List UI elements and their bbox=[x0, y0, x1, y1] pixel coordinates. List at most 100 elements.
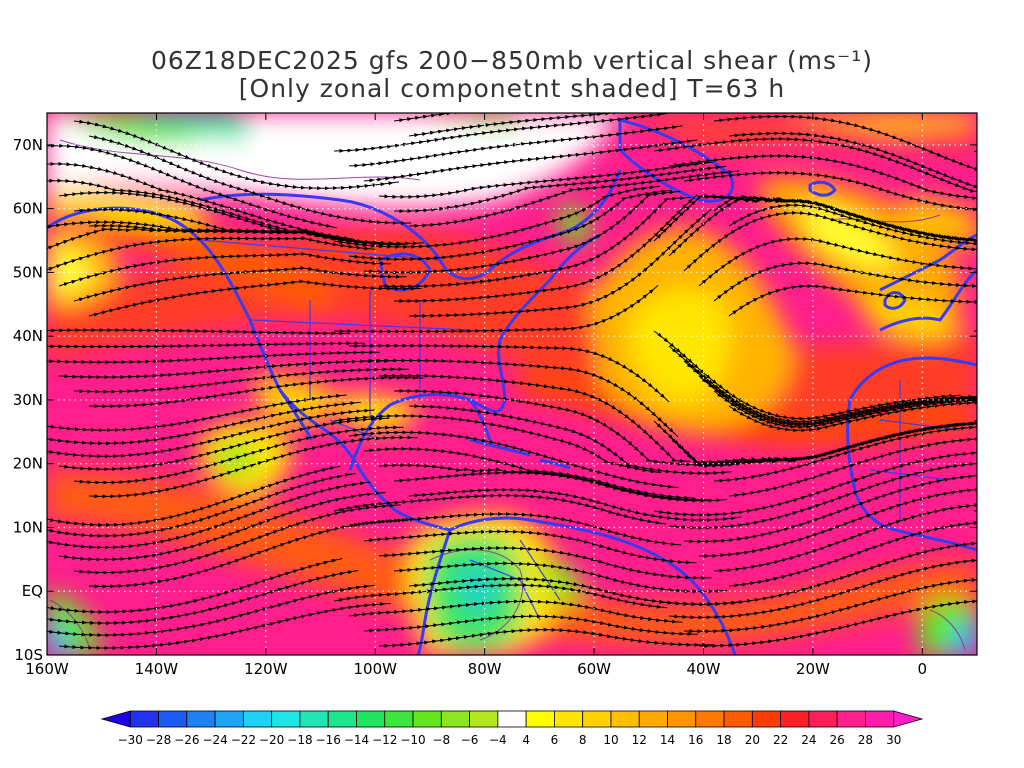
colorbar-swatch bbox=[808, 710, 838, 728]
colorbar-swatch bbox=[440, 710, 470, 728]
lon-tick-label: 120W bbox=[244, 660, 288, 678]
colorbar-swatch bbox=[158, 710, 188, 728]
streamline bbox=[1019, 93, 1024, 196]
colorbar-swatch bbox=[214, 710, 244, 728]
colorbar-label: 18 bbox=[716, 733, 731, 747]
lat-tick-label: 40N bbox=[13, 327, 43, 345]
lon-tick-label: 20W bbox=[796, 660, 830, 678]
lat-tick-label: 10S bbox=[14, 646, 43, 664]
streamline bbox=[378, 627, 714, 648]
streamline bbox=[728, 283, 977, 317]
streamline bbox=[699, 598, 977, 649]
colorbar-label: 28 bbox=[858, 733, 873, 747]
colorbar-swatch bbox=[186, 710, 216, 728]
colorbar-swatch bbox=[723, 710, 753, 728]
colorbar-swatch bbox=[299, 710, 329, 728]
colorbar-label: 22 bbox=[773, 733, 788, 747]
colorbar-label: 6 bbox=[551, 733, 559, 747]
streamline bbox=[989, 616, 1024, 657]
colorbar-label: −26 bbox=[174, 733, 199, 747]
streamline bbox=[989, 436, 1024, 494]
chart-subtitle: [Only zonal componetnt shaded] T=63 h bbox=[238, 74, 786, 103]
colorbar-swatch bbox=[327, 710, 357, 728]
colorbar-swatch bbox=[129, 710, 159, 728]
streamline bbox=[973, 150, 977, 153]
lon-tick-label: 60W bbox=[577, 660, 611, 678]
colorbar-swatch bbox=[384, 710, 414, 728]
streamline bbox=[973, 420, 977, 422]
colorbar-label: −24 bbox=[202, 733, 227, 747]
colorbar: −30 −28 −26 −24 −22 −20 −18 −16 −14 −12 −10 −8 −6 −4 4… bbox=[100, 710, 924, 747]
lon-tick-label: 0 bbox=[918, 660, 928, 678]
colorbar-label: 16 bbox=[688, 733, 703, 747]
shear-map: 10S EQ 10N 20N 30N 40N 50N 60N 70N 160W 140W 120W 1… bbox=[13, 80, 1024, 678]
lat-tick-label: 30N bbox=[13, 391, 43, 409]
streamline bbox=[989, 80, 1024, 176]
lat-tick-label: EQ bbox=[22, 582, 43, 600]
colorbar-label: −16 bbox=[316, 733, 341, 747]
streamline bbox=[1019, 250, 1024, 286]
streamline bbox=[1019, 466, 1024, 531]
streamline bbox=[973, 510, 977, 512]
colorbar-label: 10 bbox=[603, 733, 618, 747]
colorbar-swatch bbox=[667, 710, 697, 728]
streamline bbox=[713, 261, 977, 302]
colorbar-swatch bbox=[582, 710, 612, 728]
colorbar-swatch bbox=[836, 710, 866, 728]
streamline bbox=[1019, 556, 1024, 615]
colorbar-label: 24 bbox=[801, 733, 816, 747]
colorbar-swatch bbox=[751, 710, 782, 728]
streamline bbox=[58, 602, 391, 651]
colorbar-label: 8 bbox=[579, 733, 587, 747]
streamline bbox=[973, 600, 977, 602]
streamline bbox=[1019, 376, 1024, 402]
colorbar-label: −22 bbox=[231, 733, 256, 747]
colorbar-label: 20 bbox=[745, 733, 760, 747]
streamline bbox=[333, 285, 659, 334]
colorbar-swatch bbox=[638, 710, 668, 728]
colorbar-label: −8 bbox=[432, 733, 450, 747]
lon-tick-label: 40W bbox=[687, 660, 721, 678]
streamline bbox=[989, 204, 1024, 256]
colorbar-label: 4 bbox=[522, 733, 530, 747]
chart-title: 06Z18DEC2025 gfs 200−850mb vertical shea… bbox=[150, 46, 874, 75]
colorbar-swatch bbox=[780, 710, 810, 728]
colorbar-label: −28 bbox=[146, 733, 171, 747]
streamline bbox=[1004, 451, 1024, 513]
streamline bbox=[47, 328, 351, 336]
colorbar-label: −20 bbox=[259, 733, 284, 747]
lat-tick-label: 20N bbox=[13, 455, 43, 473]
streamline bbox=[1004, 541, 1024, 604]
colorbar-label: 12 bbox=[632, 733, 647, 747]
streamline bbox=[1004, 361, 1024, 377]
colorbar-swatch bbox=[497, 710, 527, 728]
streamline bbox=[973, 240, 977, 242]
colorbar-swatch bbox=[242, 710, 273, 728]
colorbar-swatch bbox=[695, 710, 725, 728]
lat-tick-label: 60N bbox=[13, 200, 43, 218]
lon-tick-label: 140W bbox=[135, 660, 179, 678]
colorbar-label: −12 bbox=[372, 733, 397, 747]
colorbar-label: −4 bbox=[489, 733, 507, 747]
colorbar-swatch bbox=[554, 710, 584, 728]
colorbar-swatch bbox=[525, 710, 555, 728]
colorbar-swatch bbox=[100, 710, 131, 728]
lon-tick-label: 100W bbox=[354, 660, 398, 678]
streamline bbox=[989, 526, 1024, 591]
colorbar-label: 26 bbox=[830, 733, 845, 747]
streamline bbox=[1004, 90, 1024, 187]
streamline bbox=[1004, 631, 1024, 666]
lon-tick-label: 160W bbox=[25, 660, 69, 678]
colorbar-label: −18 bbox=[287, 733, 312, 747]
lon-tick-label: 80W bbox=[468, 660, 502, 678]
colorbar-label: −10 bbox=[400, 733, 425, 747]
streamline bbox=[88, 279, 422, 317]
colorbar-swatch bbox=[865, 710, 895, 728]
colorbar-label: 14 bbox=[660, 733, 675, 747]
colorbar-label: 30 bbox=[886, 733, 901, 747]
colorbar-swatch bbox=[610, 710, 640, 728]
streamline bbox=[47, 341, 366, 349]
colorbar-swatch bbox=[271, 710, 301, 728]
colorbar-label: −6 bbox=[461, 733, 479, 747]
colorbar-swatch bbox=[469, 710, 499, 728]
